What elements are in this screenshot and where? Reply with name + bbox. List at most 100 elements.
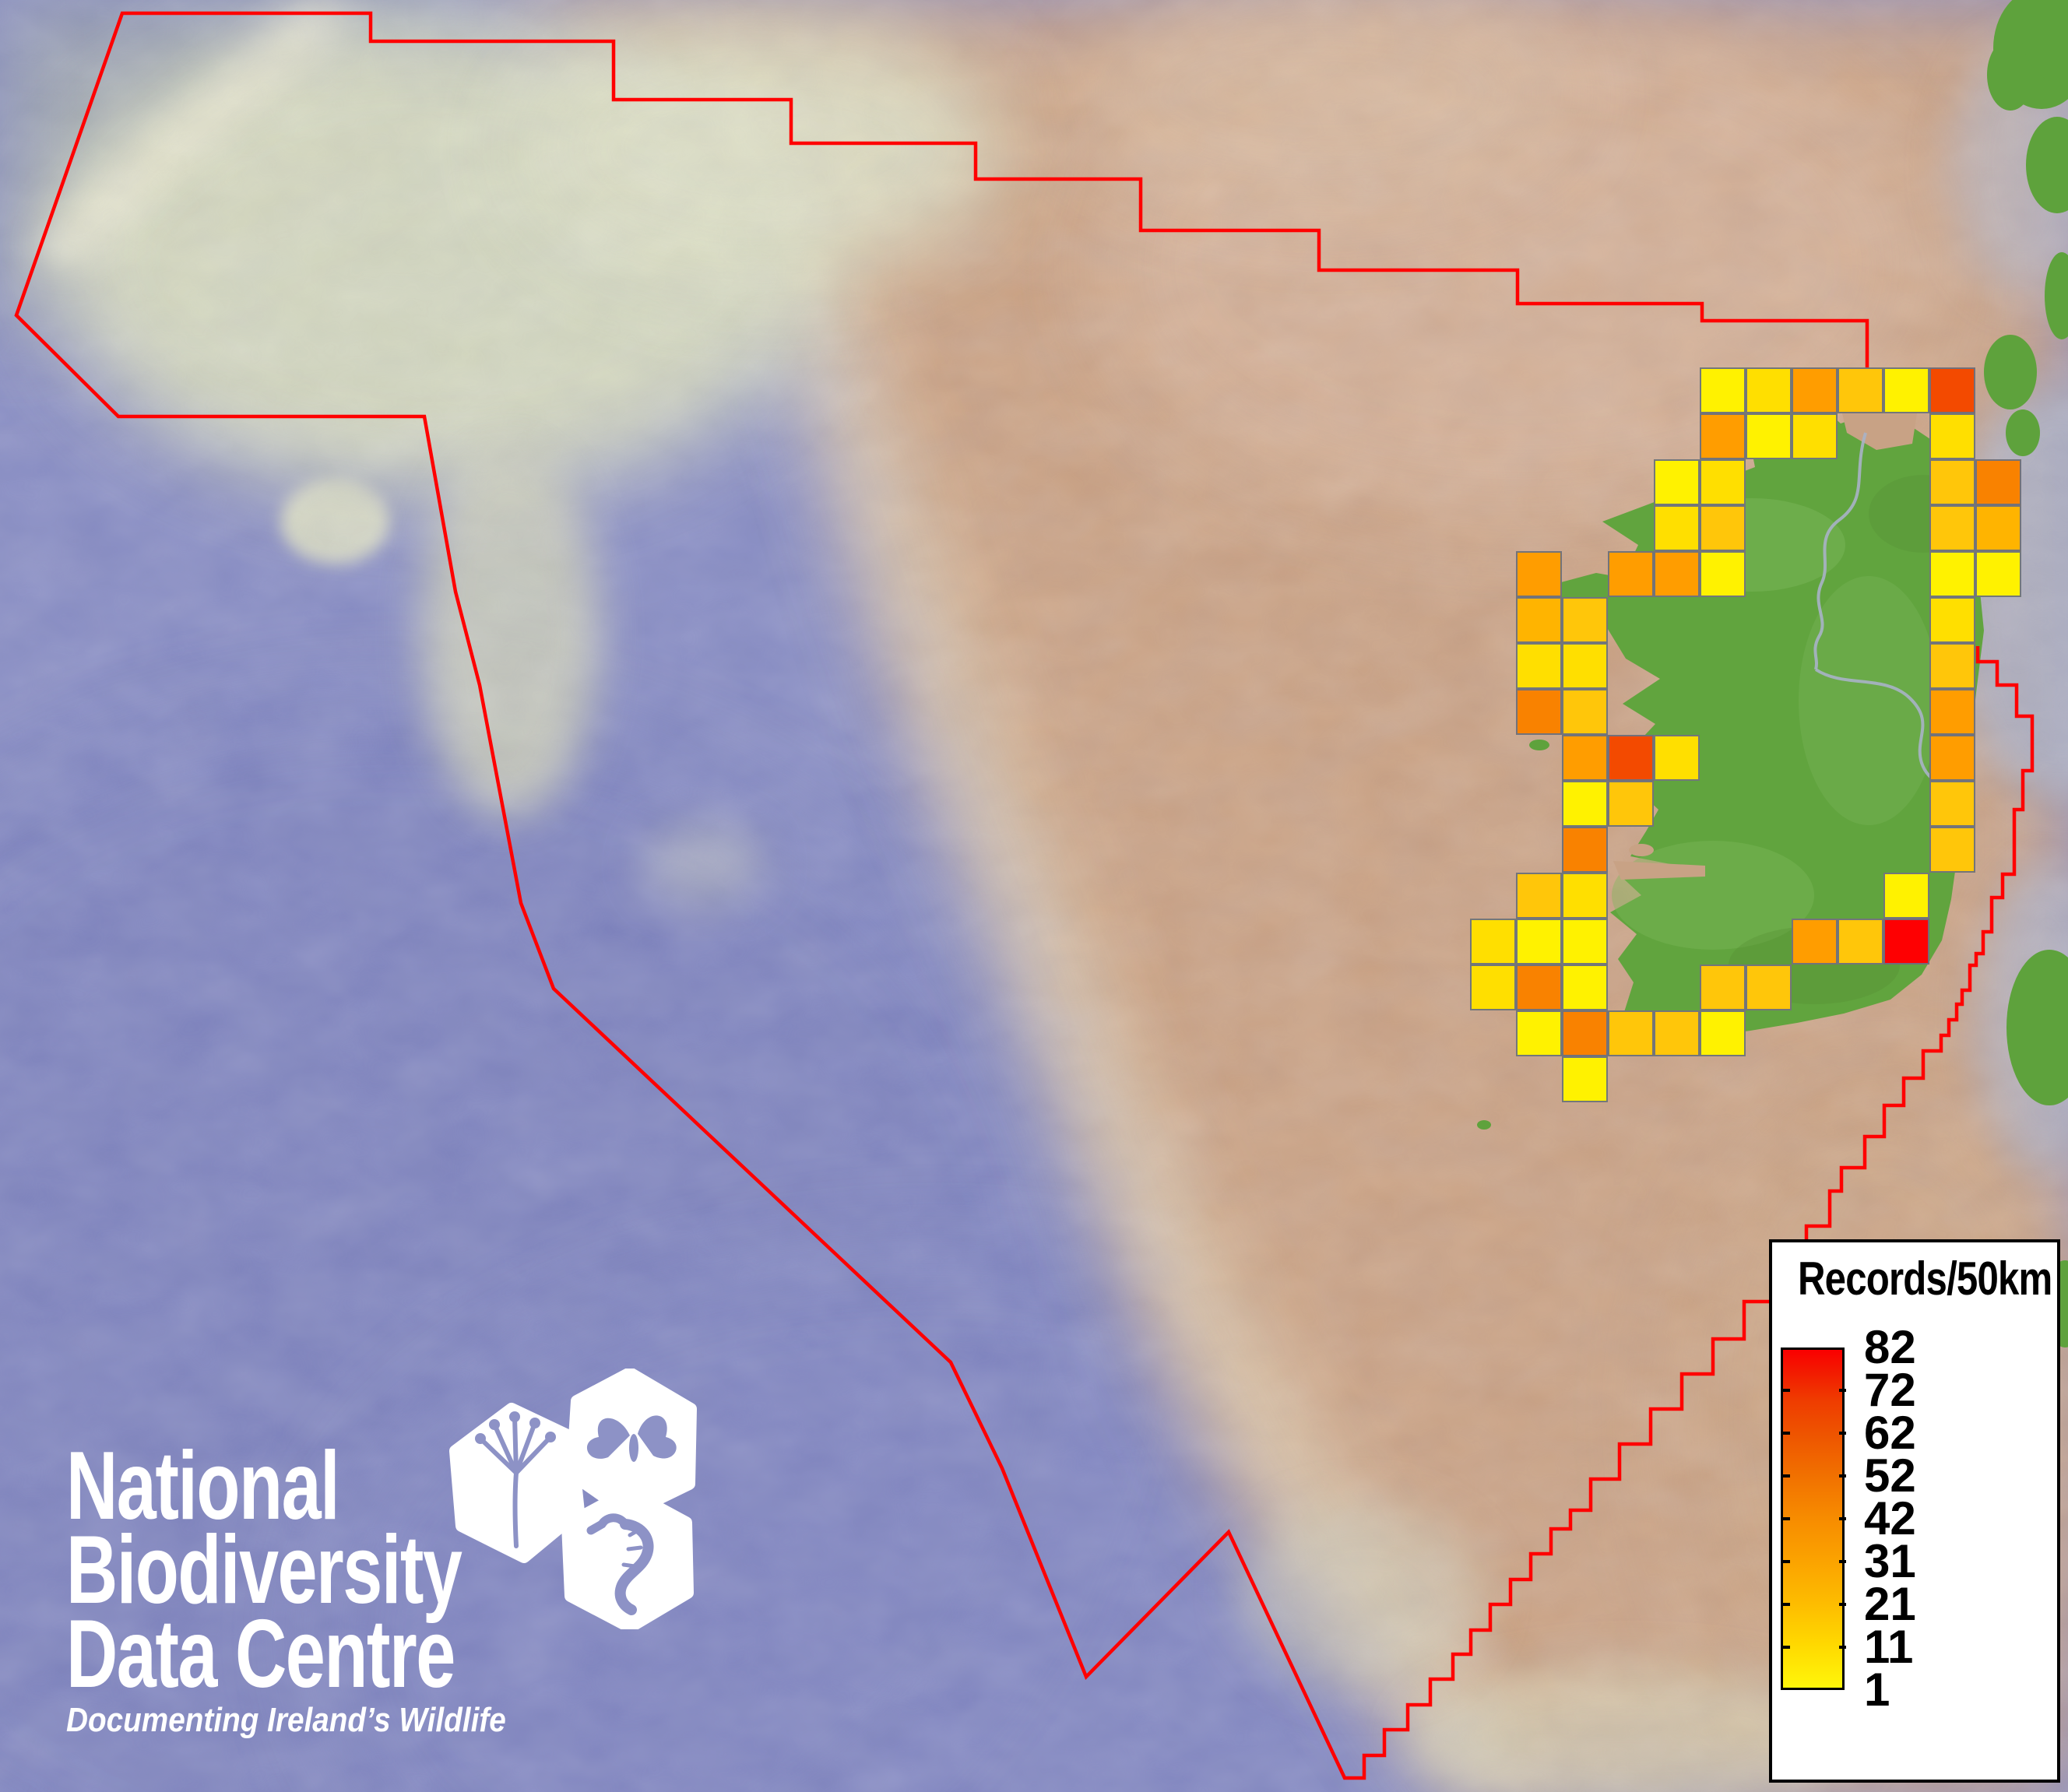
grid-cell [1516,643,1562,689]
grid-cell [1883,919,1929,965]
grid-cell [1975,505,2021,551]
grid-cell [1929,505,1975,551]
grid-cell [1792,413,1838,459]
grid-cell [1929,459,1975,505]
grid-cell [1700,505,1746,551]
legend-tick-label: 52 [1864,1449,1916,1502]
logo-line-1: National [66,1432,340,1540]
grid-cell [1883,367,1929,413]
grid-cell [1562,643,1608,689]
grid-cell [1929,413,1975,459]
grid-cell [1562,873,1608,919]
legend-tick-label: 31 [1864,1535,1916,1587]
grid-cell [1792,919,1838,965]
grid-cell [1470,919,1516,965]
legend-tick-label: 21 [1864,1578,1916,1630]
legend-tick [1839,1474,1846,1478]
grid-cell [1929,551,1975,597]
logo-tagline: Documenting Ireland’s Wildlife [66,1701,506,1739]
legend-tick-label: 82 [1864,1321,1916,1373]
grid-cell [1562,965,1608,1010]
grid-cell [1516,1010,1562,1056]
legend-tick-label: 11 [1864,1621,1914,1673]
legend-tick-label: 42 [1864,1492,1916,1544]
grid-cell [1883,873,1929,919]
grid-cell [1516,689,1562,735]
grid-cell [1562,735,1608,781]
logo-line-3: Data Centre [66,1601,455,1708]
grid-cell [1654,551,1700,597]
legend-tick [1783,1474,1790,1478]
legend-tick [1783,1432,1790,1435]
grid-cell [1838,367,1883,413]
seahorse-icon [561,1485,694,1629]
grid-cell [1746,367,1792,413]
grid-cell [1792,367,1838,413]
legend-tick-label: 72 [1864,1364,1916,1416]
grid-cell [1654,459,1700,505]
shannon-estuary [1613,861,1705,880]
grid-cell [1929,827,1975,873]
legend-gradient-bar [1781,1348,1845,1690]
grid-cell [1654,1010,1700,1056]
legend-tick [1839,1517,1846,1520]
boundary-line [14,11,2035,1780]
grid-cell [1562,1056,1608,1102]
grid-cell [1838,919,1883,965]
grid-cell [1929,367,1975,413]
north-coast-inlet [1842,413,1917,450]
grid-cell [1929,597,1975,643]
grid-cell [1516,597,1562,643]
legend-tick [1783,1646,1790,1649]
grid-cell [1975,459,2021,505]
grid-cell [1562,781,1608,827]
legend-tick [1839,1432,1846,1435]
grid-cell [1516,551,1562,597]
grid-cell [1700,1010,1746,1056]
legend-tick [1783,1560,1790,1563]
logo-hexagons [449,1369,697,1629]
grid-cell [1654,735,1700,781]
legend-tick [1839,1560,1846,1563]
legend-tick [1783,1517,1790,1520]
grid-cell [1516,919,1562,965]
legend-tick-label: 62 [1864,1407,1916,1459]
grid-cell [1975,551,2021,597]
grid-cell [1700,413,1746,459]
grid-cell [1929,781,1975,827]
grid-cell [1608,781,1654,827]
grid-cell [1746,413,1792,459]
grid-cell [1562,597,1608,643]
grid-cell [1470,965,1516,1010]
grid-cell [1746,965,1792,1010]
legend-tick-label: 1 [1864,1664,1890,1716]
grid-cell [1700,459,1746,505]
grid-cell [1516,873,1562,919]
grid-cell [1516,965,1562,1010]
plant-icon [449,1403,585,1563]
legend-tick [1839,1646,1846,1649]
grid-cell [1562,919,1608,965]
grid-cell [1562,689,1608,735]
legend-tick [1839,1389,1846,1392]
legend-tick [1783,1389,1790,1392]
county-border-line [1813,432,1867,670]
grid-cell [1700,965,1746,1010]
legend-title: Records/50km [1797,1253,2052,1305]
legend-tick [1783,1603,1790,1606]
grid-cell [1608,1010,1654,1056]
logo-line-2: Biodiversity [66,1516,462,1624]
grid-cell [1562,1010,1608,1056]
grid-cell [1700,551,1746,597]
grid-cell [1608,735,1654,781]
grid-cell [1929,643,1975,689]
legend-tick [1839,1603,1846,1606]
grid-cell [1654,505,1700,551]
grid-cell [1608,551,1654,597]
grid-cell [1929,735,1975,781]
grid-cell [1562,827,1608,873]
legend-box: Records/50km 82 72 62 52 42 31 21 11 1 [1769,1239,2060,1783]
grid-cell [1700,367,1746,413]
